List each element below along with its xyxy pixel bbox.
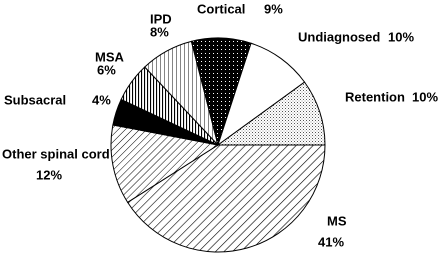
slice-label: Subsacral <box>4 92 66 107</box>
slice-value-label: 8% <box>150 24 169 39</box>
slice-value-label: 6% <box>97 62 116 77</box>
slice-value-label: 12% <box>36 167 62 182</box>
slice-label: Undiagnosed <box>298 29 380 44</box>
slice-value-label: 41% <box>318 234 344 249</box>
pie-slice <box>110 124 220 204</box>
slice-label: Retention <box>345 89 405 104</box>
slice-label: Other spinal cord <box>2 146 110 161</box>
slice-label: MS <box>327 213 347 228</box>
slice-label: Cortical <box>197 1 245 16</box>
slice-value-label: 4% <box>92 92 111 107</box>
slice-value-label: 10% <box>388 29 414 44</box>
slice-value-label: 10% <box>412 89 438 104</box>
pie-slice <box>126 144 326 253</box>
pie-slice <box>216 81 326 146</box>
slice-label: IPD <box>150 11 172 26</box>
slice-value-label: 9% <box>264 1 283 16</box>
slice-label: MSA <box>95 49 125 64</box>
